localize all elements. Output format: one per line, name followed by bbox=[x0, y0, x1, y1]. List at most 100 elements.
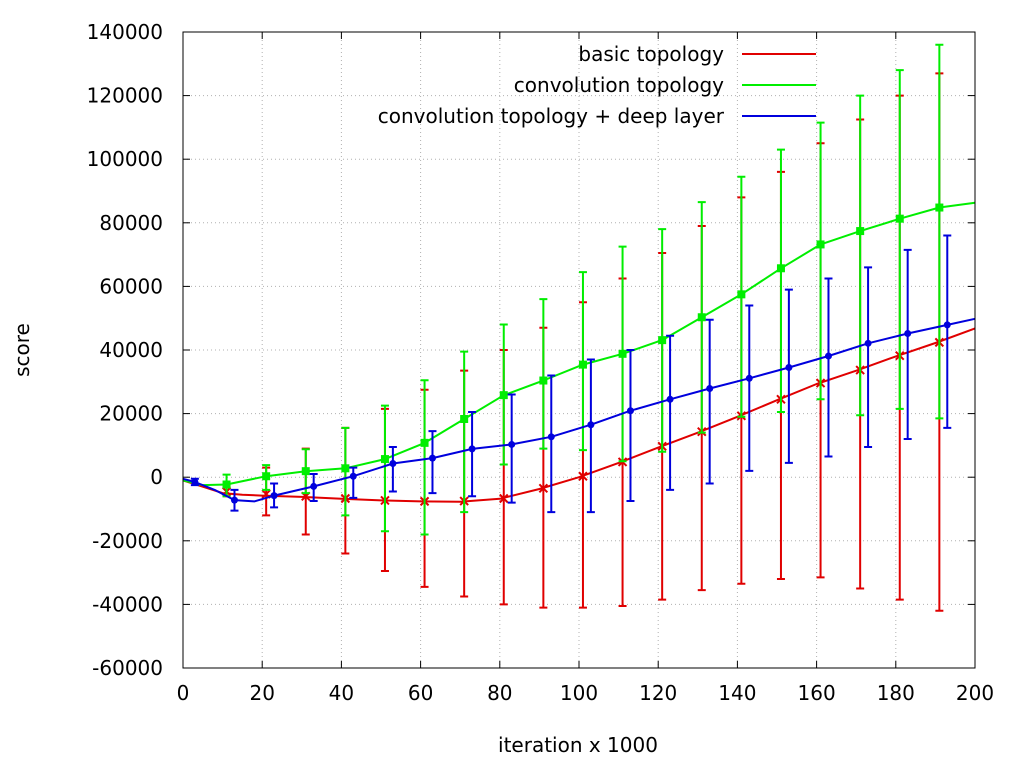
y-tick-labels: -60000 -40000 -20000 0 20000 40000 60000 80000 1… bbox=[87, 20, 163, 680]
data-point-marker bbox=[776, 264, 785, 273]
error-bar bbox=[784, 288, 793, 464]
y-tick-label: 20000 bbox=[99, 402, 163, 426]
x-tick-label: 140 bbox=[718, 681, 756, 705]
x-tick-label: 0 bbox=[177, 681, 190, 705]
error-bar bbox=[666, 334, 675, 491]
data-point-marker bbox=[499, 391, 508, 400]
data-point-marker bbox=[301, 467, 310, 476]
error-bar bbox=[895, 69, 904, 410]
y-tick-label: 120000 bbox=[87, 84, 163, 108]
data-point-marker bbox=[310, 482, 318, 490]
data-point-marker bbox=[578, 471, 588, 481]
series-line bbox=[182, 317, 976, 503]
error-bar bbox=[816, 121, 825, 401]
data-point-marker bbox=[262, 472, 271, 481]
error-bar bbox=[935, 43, 944, 420]
x-tick-label: 120 bbox=[639, 681, 677, 705]
data-point-marker bbox=[745, 374, 753, 382]
series-layer bbox=[182, 43, 976, 612]
data-point-marker bbox=[428, 454, 436, 462]
y-tick-label: -60000 bbox=[92, 656, 163, 680]
data-point-marker bbox=[824, 352, 832, 360]
axis-ticks bbox=[182, 31, 976, 669]
legend: basic topology convolution topology convol… bbox=[378, 42, 816, 128]
error-bar bbox=[626, 349, 635, 503]
data-point-marker bbox=[539, 376, 548, 385]
x-tick-label: 60 bbox=[408, 681, 433, 705]
data-point-marker bbox=[587, 421, 595, 429]
x-tick-label: 100 bbox=[560, 681, 598, 705]
data-point-marker bbox=[626, 407, 634, 415]
series-group bbox=[182, 234, 976, 514]
data-point-marker bbox=[816, 240, 825, 249]
data-point-marker bbox=[389, 460, 397, 468]
series-line bbox=[182, 201, 976, 487]
data-point-marker bbox=[935, 203, 944, 212]
data-point-marker bbox=[658, 336, 667, 345]
error-bar bbox=[745, 304, 754, 472]
series-group bbox=[182, 43, 976, 536]
data-point-marker bbox=[349, 472, 357, 480]
error-bar bbox=[903, 248, 912, 441]
error-bar bbox=[507, 393, 516, 504]
error-bar bbox=[380, 404, 389, 533]
legend-label: convolution topology + deep layer bbox=[378, 104, 725, 128]
data-point-marker bbox=[895, 214, 904, 223]
x-tick-label: 40 bbox=[329, 681, 354, 705]
error-bar bbox=[468, 411, 477, 498]
error-bar bbox=[864, 266, 873, 448]
data-point-marker bbox=[468, 445, 476, 453]
data-point-marker bbox=[420, 438, 429, 447]
error-bar bbox=[856, 94, 865, 417]
error-bar bbox=[943, 234, 952, 429]
data-point-marker bbox=[230, 496, 238, 504]
error-bar bbox=[388, 445, 397, 493]
error-bar bbox=[824, 277, 833, 458]
data-point-marker bbox=[341, 464, 350, 473]
data-point-marker bbox=[785, 363, 793, 371]
y-tick-label: 0 bbox=[150, 465, 163, 489]
y-tick-label: 80000 bbox=[99, 211, 163, 235]
error-bar bbox=[547, 374, 556, 514]
data-point-marker bbox=[508, 440, 516, 448]
y-tick-label: 40000 bbox=[99, 338, 163, 362]
data-point-marker bbox=[499, 493, 509, 504]
data-point-marker bbox=[666, 395, 674, 403]
series-line bbox=[182, 327, 976, 503]
data-point-marker bbox=[943, 321, 951, 329]
error-bar bbox=[420, 379, 429, 536]
y-tick-label: 60000 bbox=[99, 274, 163, 298]
data-point-marker bbox=[380, 455, 389, 464]
x-tick-labels: 0 20 40 60 80 100 120 140 160 180 200 bbox=[177, 681, 994, 705]
data-point-marker bbox=[538, 483, 549, 494]
error-bar bbox=[776, 148, 785, 414]
x-tick-label: 20 bbox=[249, 681, 274, 705]
data-point-marker bbox=[270, 492, 278, 500]
x-axis-title: iteration x 1000 bbox=[498, 733, 658, 757]
y-tick-label: -20000 bbox=[92, 529, 163, 553]
data-point-marker bbox=[578, 360, 587, 369]
data-point-marker bbox=[864, 339, 872, 347]
data-point-marker bbox=[904, 329, 912, 337]
x-tick-label: 200 bbox=[956, 681, 994, 705]
error-bar bbox=[428, 430, 437, 495]
data-point-marker bbox=[191, 478, 199, 486]
data-point-marker bbox=[618, 349, 627, 358]
error-bar bbox=[539, 298, 548, 450]
legend-label: basic topology bbox=[578, 42, 724, 66]
error-bar bbox=[460, 350, 469, 514]
y-tick-label: 100000 bbox=[87, 147, 163, 171]
x-tick-label: 180 bbox=[877, 681, 915, 705]
y-tick-label: 140000 bbox=[87, 20, 163, 44]
data-point-marker bbox=[460, 415, 469, 424]
error-bar bbox=[705, 318, 714, 485]
data-point-marker bbox=[856, 227, 865, 236]
x-tick-label: 160 bbox=[798, 681, 836, 705]
y-axis-title: score bbox=[10, 323, 34, 377]
data-point-marker bbox=[222, 480, 231, 489]
y-tick-label: -40000 bbox=[92, 592, 163, 616]
x-tick-label: 80 bbox=[487, 681, 512, 705]
error-bar bbox=[349, 466, 358, 499]
